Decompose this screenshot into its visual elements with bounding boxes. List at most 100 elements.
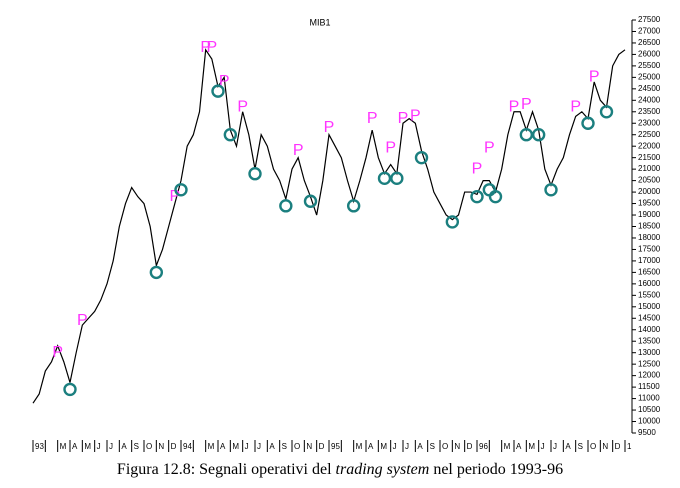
- y-tick-label: 16500: [638, 267, 661, 276]
- y-tick-label: 15000: [638, 302, 661, 311]
- x-tick-label: N: [454, 442, 460, 451]
- signal-p: P: [237, 98, 248, 115]
- x-tick-label: N: [158, 442, 164, 451]
- signal-o: [531, 128, 546, 142]
- signal-p: P: [169, 188, 180, 205]
- y-tick-label: 11500: [638, 382, 660, 391]
- signal-o: [445, 215, 460, 229]
- x-tick-label: M: [356, 442, 363, 451]
- signal-p: P: [589, 69, 600, 86]
- x-tick-label: 96: [479, 442, 488, 451]
- y-tick-label: 24000: [638, 95, 661, 104]
- x-tick-label: S: [134, 442, 139, 451]
- signal-o: [488, 189, 503, 204]
- y-tick-label: 16000: [638, 279, 661, 288]
- signal-o: [581, 116, 595, 130]
- signal-p: P: [472, 160, 483, 177]
- y-tick-label: 21000: [638, 164, 661, 173]
- x-tick-label: O: [146, 442, 152, 451]
- signal-o: [482, 183, 497, 197]
- x-tick-label: A: [72, 442, 78, 451]
- x-tick-label: J: [393, 442, 397, 451]
- x-tick-label: 94: [183, 442, 192, 451]
- signal-p: P: [509, 98, 520, 115]
- signal-o: [519, 128, 534, 142]
- x-tick-label: J: [541, 442, 545, 451]
- x-tick-label: M: [60, 442, 67, 451]
- x-tick-label: M: [232, 442, 239, 451]
- y-tick-label: 22000: [638, 141, 661, 150]
- y-tick-label: 11000: [638, 394, 660, 403]
- x-tick-label: M: [84, 442, 91, 451]
- x-tick-label: J: [405, 442, 409, 451]
- signal-o: [377, 171, 392, 186]
- x-tick-label: 95: [331, 442, 340, 451]
- signal-o: [599, 105, 614, 119]
- caption-text: Figura 12.8: Segnali operativi del: [117, 461, 336, 478]
- x-tick-label: N: [602, 442, 608, 451]
- y-tick-label: 20000: [638, 187, 661, 196]
- signal-p: P: [385, 140, 396, 157]
- y-tick-label: 14500: [638, 313, 661, 322]
- caption-text: trading system: [336, 461, 430, 478]
- y-tick-label: 12000: [638, 371, 661, 380]
- signal-p: P: [521, 96, 532, 113]
- y-tick-label: 17500: [638, 245, 661, 254]
- y-tick-label: 10500: [638, 405, 661, 414]
- x-tick-label: M: [380, 442, 387, 451]
- caption-text: nel periodo 1993-96: [429, 461, 563, 478]
- y-tick-label: 9500: [638, 428, 656, 437]
- y-tick-label: 17000: [638, 256, 661, 265]
- signal-o: [223, 128, 238, 142]
- x-tick-label: 93: [35, 442, 44, 451]
- y-tick-label: 27000: [638, 27, 661, 36]
- y-tick-label: 14000: [638, 325, 661, 334]
- y-tick-label: 19500: [638, 199, 661, 208]
- y-tick-label: 26000: [638, 50, 661, 59]
- x-tick-label: M: [208, 442, 215, 451]
- x-tick-label: O: [294, 442, 300, 451]
- x-tick-label: S: [282, 442, 287, 451]
- y-tick-label: 26500: [638, 38, 661, 47]
- signal-o: [63, 382, 77, 397]
- y-tick-label: 27500: [638, 15, 661, 24]
- signal-o: [346, 199, 361, 213]
- y-tick-label: 22500: [638, 130, 661, 139]
- signal-p: P: [206, 39, 217, 56]
- signal-p: P: [570, 98, 581, 115]
- signal-p: P: [52, 344, 63, 361]
- x-tick-label: J: [553, 442, 557, 451]
- y-tick-label: 23500: [638, 107, 661, 116]
- signal-p: P: [410, 108, 421, 125]
- y-tick-label: 18500: [638, 222, 661, 231]
- y-tick-label: 25000: [638, 72, 661, 81]
- signal-p: P: [367, 110, 378, 127]
- x-tick-label: A: [269, 442, 275, 451]
- signal-o: [149, 265, 164, 280]
- x-tick-label: J: [245, 442, 249, 451]
- x-tick-label: D: [171, 442, 177, 451]
- x-tick-label: 1: [627, 442, 632, 451]
- x-tick-label: J: [109, 442, 113, 451]
- x-tick-label: S: [430, 442, 435, 451]
- signal-p: P: [219, 73, 230, 90]
- x-tick-label: A: [565, 442, 571, 451]
- y-tick-label: 15500: [638, 290, 661, 299]
- x-tick-label: D: [615, 442, 621, 451]
- signal-o: [279, 199, 293, 213]
- x-tick-label: D: [467, 442, 473, 451]
- signal-o: [470, 189, 484, 204]
- y-tick-label: 18000: [638, 233, 661, 242]
- x-tick-label: O: [590, 442, 596, 451]
- signal-p: P: [200, 39, 211, 56]
- price-line: [32, 48, 626, 404]
- signal-o: [390, 171, 404, 186]
- x-tick-label: A: [368, 442, 374, 451]
- x-tick-label: M: [528, 442, 535, 451]
- y-tick-label: 25500: [638, 61, 661, 70]
- signal-o: [414, 150, 429, 165]
- x-tick-label: S: [578, 442, 583, 451]
- y-tick-label: 12500: [638, 359, 661, 368]
- signal-o: [174, 183, 188, 197]
